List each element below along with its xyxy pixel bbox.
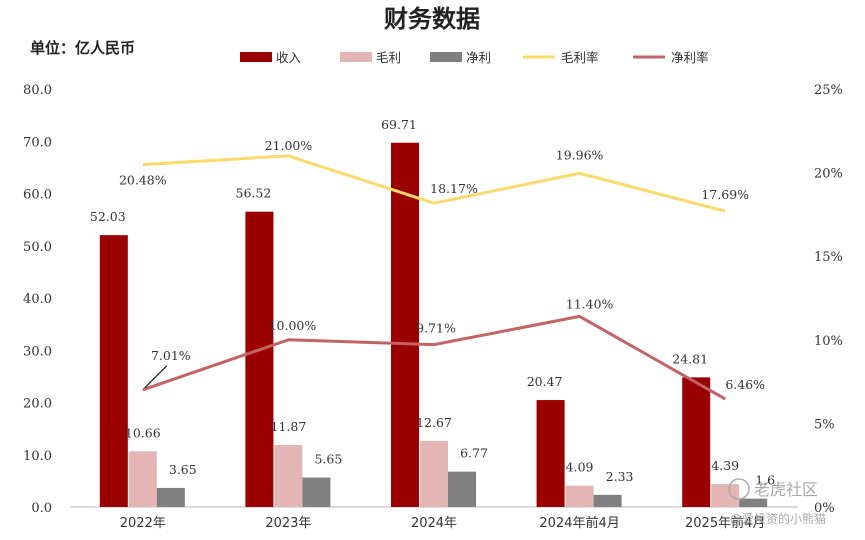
- line-毛利率: [142, 154, 726, 213]
- line-data-label: 10.00%: [269, 318, 317, 333]
- legend-label: 毛利率: [561, 50, 599, 65]
- x-axis-category-label: 2023年: [265, 516, 311, 531]
- watermark-logo-text: 老虎社区: [754, 480, 818, 499]
- bar-收入: [99, 235, 128, 507]
- bar-毛利: [565, 485, 594, 507]
- x-axis-category-label: 2025年前4月: [685, 515, 765, 531]
- bar-净利: [739, 498, 768, 507]
- bar-data-label: 5.65: [314, 451, 342, 466]
- watermark-handle: @爱投资的小熊猫: [730, 511, 826, 526]
- line-data-label: 11.40%: [566, 296, 614, 311]
- watermark-logo-icon: [728, 478, 750, 500]
- legend-label: 毛利: [376, 50, 401, 65]
- right-axis-tick-label: 25%: [814, 83, 843, 98]
- bar-净利: [448, 471, 476, 507]
- bar-data-label: 11.87: [271, 419, 307, 434]
- bar-data-label: 4.09: [566, 460, 594, 475]
- bar-data-label: 24.81: [672, 351, 708, 366]
- line-data-label: 9.71%: [416, 321, 456, 336]
- right-axis-tick-label: 20%: [814, 167, 843, 182]
- left-axis-tick-label: 20.0: [23, 397, 52, 412]
- bar-data-label: 10.66: [125, 425, 161, 440]
- bar-data-label: 52.03: [90, 209, 126, 224]
- line-data-label: 19.96%: [556, 147, 604, 162]
- line-data-label: 20.48%: [119, 173, 167, 188]
- chart-title: 财务数据: [384, 5, 480, 33]
- bar-收入: [536, 400, 565, 507]
- bar-净利: [302, 477, 331, 507]
- bar-data-label: 4.39: [711, 458, 739, 473]
- left-axis-tick-label: 50.0: [23, 240, 52, 255]
- bar-data-label: 69.71: [381, 117, 417, 132]
- left-axis-tick-label: 10.0: [23, 449, 52, 464]
- right-axis-tick-label: 0%: [814, 501, 835, 516]
- legend-label: 净利率: [671, 50, 709, 65]
- right-axis-tick-label: 15%: [814, 250, 843, 265]
- lines: [142, 154, 726, 401]
- line-净利率: [142, 314, 726, 401]
- bar-data-label: 56.52: [236, 186, 272, 201]
- bar-毛利: [420, 440, 448, 507]
- legend-swatch-收入: [240, 52, 272, 62]
- x-axis-category-label: 2024年: [411, 516, 457, 531]
- bar-毛利: [128, 451, 157, 507]
- bar-毛利: [711, 484, 740, 507]
- bar-data-label: 12.67: [416, 415, 452, 430]
- bars: [99, 142, 768, 508]
- bar-净利: [156, 487, 185, 507]
- line-data-label: 21.00%: [265, 138, 313, 153]
- right-axis-tick-label: 10%: [814, 334, 843, 349]
- bar-毛利: [274, 444, 303, 507]
- left-axis-tick-label: 60.0: [23, 188, 52, 203]
- legend-label: 净利: [466, 50, 491, 65]
- legend-swatch-净利: [430, 52, 462, 62]
- bar-data-label: 1.6: [755, 473, 775, 488]
- line-data-label: 6.46%: [725, 377, 765, 392]
- bar-data-label: 2.33: [606, 469, 634, 484]
- bar-收入: [391, 142, 419, 507]
- unit-label: 单位：亿人民币: [30, 39, 135, 57]
- x-axis-category-label: 2022年: [120, 516, 166, 531]
- bar-data-label: 6.77: [460, 446, 488, 461]
- bar-净利: [593, 494, 622, 507]
- bar-收入: [682, 377, 711, 507]
- left-axis-tick-label: 0.0: [31, 501, 52, 516]
- line-data-label: 18.17%: [430, 181, 478, 196]
- right-axis-tick-label: 5%: [814, 417, 835, 432]
- legend-label: 收入: [276, 50, 302, 65]
- watermark: 老虎社区 @爱投资的小熊猫: [728, 478, 826, 526]
- left-axis-tick-label: 30.0: [23, 344, 52, 359]
- bar-收入: [245, 211, 274, 508]
- x-axis-category-label: 2024年前4月: [539, 515, 619, 531]
- legend-swatch-毛利: [340, 52, 372, 62]
- line-data-label: 17.69%: [701, 187, 749, 202]
- left-axis-tick-label: 40.0: [23, 292, 52, 307]
- axes: 0.0 10.0 20.0 30.0 40.0 50.0 60.0 70.0 80.0 0% 5% 1…: [23, 83, 843, 531]
- line-data-label: 7.01%: [151, 348, 191, 363]
- data-labels: 52.03 56.52 69.71 20.47 24.81 10.66 11.87 12.67…: [90, 117, 775, 488]
- bar-data-label: 3.65: [169, 462, 197, 477]
- left-axis-tick-label: 80.0: [23, 83, 52, 98]
- legend: 收入 毛利 净利 毛利率 净利率: [240, 50, 709, 65]
- bar-data-label: 20.47: [527, 374, 563, 389]
- left-axis-tick-label: 70.0: [23, 135, 52, 150]
- data-label-leader-line: [144, 365, 168, 389]
